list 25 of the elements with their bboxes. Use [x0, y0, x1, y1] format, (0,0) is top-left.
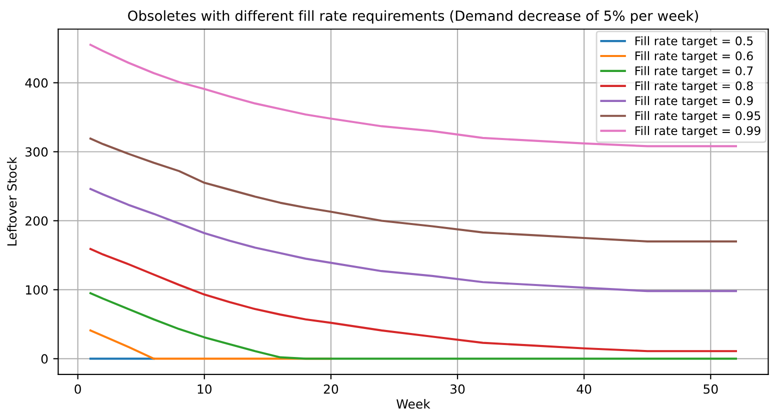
x-tick-label: 40: [576, 384, 592, 394]
x-tick-label: 10: [198, 384, 212, 394]
y-tick-label: 100: [26, 285, 48, 295]
x-axis-title: Week: [396, 399, 430, 409]
legend-label: Fill rate target = 0.9: [635, 96, 753, 108]
legend-label: Fill rate target = 0.6: [635, 51, 753, 63]
x-tick-label: 0: [74, 384, 81, 394]
legend-label: Fill rate target = 0.7: [635, 66, 753, 78]
y-tick-label: 400: [25, 78, 48, 88]
y-tick-label: 200: [26, 216, 48, 226]
legend-label: Fill rate target = 0.5: [635, 36, 753, 48]
line-series: [89, 188, 738, 292]
y-tick-label: 0: [41, 354, 48, 364]
x-tick-label: 20: [324, 384, 338, 394]
x-tick-label: 30: [450, 384, 465, 394]
chart-title: Obsoletes with different fill rate requirements (Demand decrease of 5% per week): [128, 10, 698, 24]
legend-label: Fill rate target = 0.8: [635, 81, 753, 93]
line-series: [89, 248, 738, 352]
legend-label: Fill rate target = 0.95: [635, 111, 760, 122]
y-axis-title: Leftover Stock: [6, 156, 17, 246]
line-series: [89, 138, 738, 242]
legend-label: Fill rate target = 0.99: [635, 126, 760, 138]
x-tick-label: 50: [704, 384, 718, 394]
y-tick-label: 300: [26, 147, 48, 157]
line-series: [89, 292, 738, 360]
